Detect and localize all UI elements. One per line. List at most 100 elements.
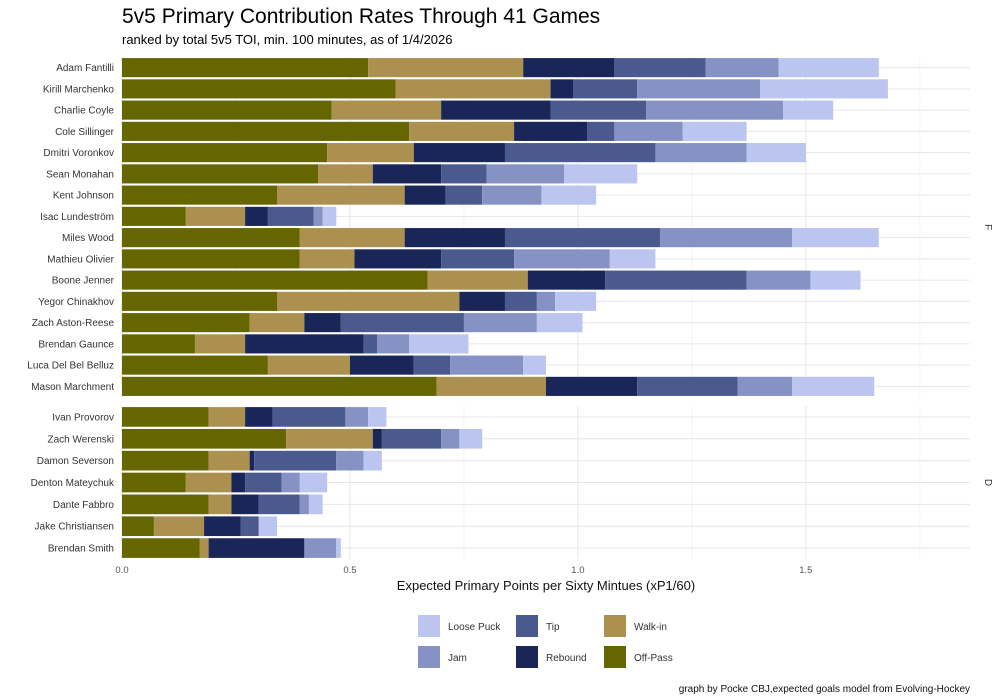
bar-segment-jam (377, 334, 410, 354)
bar-segment-jam (336, 450, 364, 471)
bar-segment-walk-in (299, 249, 355, 269)
bar-segment-off-pass (122, 58, 369, 78)
legend-label: Jam (448, 653, 467, 664)
bar-segment-tip (504, 291, 537, 311)
bar-segment-loose-puck (322, 206, 337, 226)
player-label: Zach Aston-Reese (32, 318, 115, 329)
legend-label: Off-Pass (634, 653, 673, 664)
bar-segment-tip (573, 79, 638, 99)
bar-segment-tip (587, 121, 615, 141)
bar-segment-tip (381, 428, 442, 449)
bar-segment-tip (637, 376, 738, 396)
legend: Loose Puck Tip Walk-in Jam Rebound Off-Pass (418, 615, 673, 668)
bar-segment-off-pass (122, 428, 287, 449)
bar-segment-jam (655, 143, 747, 163)
legend-swatch-jam (418, 646, 440, 668)
bar-segment-tip (504, 228, 660, 248)
legend-label: Rebound (546, 653, 587, 664)
bar-segment-loose-puck (810, 270, 861, 290)
legend-swatch-tip (516, 615, 538, 637)
legend-label: Loose Puck (448, 622, 501, 633)
bar-segment-rebound (550, 79, 574, 99)
bar-segment-off-pass (122, 407, 209, 427)
bar-segment-walk-in (208, 450, 250, 471)
bar-segment-off-pass (122, 472, 186, 493)
bar-segment-walk-in (327, 143, 414, 163)
player-label: Jake Christiansen (35, 522, 114, 533)
bar-segment-off-pass (122, 121, 410, 141)
player-label: Isac Lundeström (40, 212, 114, 223)
bar-segment-off-pass (122, 334, 195, 354)
bar-segment-walk-in (299, 228, 405, 248)
bar-segment-rebound (459, 291, 505, 311)
player-label: Denton Mateychuk (31, 478, 115, 489)
bar-segment-jam (486, 164, 565, 184)
bar-segment-jam (637, 79, 761, 99)
bar-segment-tip (413, 355, 451, 375)
bar-segment-rebound (204, 516, 241, 537)
bar-segment-off-pass (122, 494, 209, 515)
bar-segment-tip (254, 450, 337, 471)
player-label: Adam Fantilli (56, 63, 114, 74)
bar-segment-tip (605, 270, 747, 290)
bar-segment-walk-in (331, 100, 442, 120)
bar-segment-loose-puck (308, 494, 323, 515)
x-tick-label: 0.5 (343, 565, 356, 576)
legend-swatch-loose-puck (418, 615, 440, 637)
bar-segment-rebound (245, 334, 364, 354)
bar-segment-off-pass (122, 79, 396, 99)
player-label: Brendan Smith (48, 544, 114, 555)
player-label: Sean Monahan (46, 169, 114, 180)
legend-label: Tip (546, 622, 560, 633)
bar-segment-off-pass (122, 538, 200, 558)
bar-segment-rebound (514, 121, 588, 141)
bar-segment-tip (363, 334, 378, 354)
bar-segment-rebound (231, 494, 259, 515)
player-label: Ivan Provorov (52, 412, 114, 423)
bar-segment-loose-puck (459, 428, 483, 449)
bar-segment-walk-in (208, 494, 232, 515)
bar-segment-off-pass (122, 164, 319, 184)
bar-segment-off-pass (122, 450, 209, 471)
bar-segment-tip (550, 100, 647, 120)
bar-segment-jam (482, 185, 542, 205)
bar-segment-rebound (527, 270, 606, 290)
player-label: Yegor Chinakhov (38, 297, 114, 308)
bar-segment-rebound (354, 249, 442, 269)
facet-label: D (982, 479, 993, 486)
bar-segment-jam (299, 494, 309, 515)
bar-segment-walk-in (277, 291, 460, 311)
bar-segment-walk-in (368, 58, 524, 78)
bar-segment-walk-in (199, 538, 209, 558)
bar-segment-tip (614, 58, 706, 78)
legend-swatch-rebound (516, 646, 538, 668)
bar-segment-walk-in (427, 270, 528, 290)
bar-segment-walk-in (185, 206, 246, 226)
bar-segment-off-pass (122, 185, 278, 205)
bar-segment-tip (340, 313, 464, 333)
player-label: Damon Severson (37, 456, 114, 467)
bar-segment-off-pass (122, 228, 300, 248)
bar-segment-walk-in (194, 334, 246, 354)
bar-segment-rebound (546, 376, 638, 396)
bar-segment-tip (441, 164, 487, 184)
bar-segment-jam (313, 206, 323, 226)
x-tick-label: 1.5 (799, 565, 812, 576)
bar-segment-off-pass (122, 249, 300, 269)
bar-segment-jam (463, 313, 537, 333)
bar-segment-rebound (372, 428, 382, 449)
bar-segment-jam (737, 376, 793, 396)
bar-segment-off-pass (122, 516, 154, 537)
bar-segment-rebound (245, 206, 268, 226)
bar-segment-walk-in (153, 516, 205, 537)
bar-segment-loose-puck (778, 58, 879, 78)
bar-segment-loose-puck (336, 538, 341, 558)
bar-segment-tip (245, 472, 282, 493)
bar-segment-loose-puck (792, 228, 879, 248)
bar-segment-loose-puck (258, 516, 278, 537)
bar-segment-walk-in (395, 79, 551, 99)
bar-segment-rebound (349, 355, 414, 375)
player-label: Dante Fabbro (53, 500, 115, 511)
x-tick-label: 1.0 (571, 565, 584, 576)
